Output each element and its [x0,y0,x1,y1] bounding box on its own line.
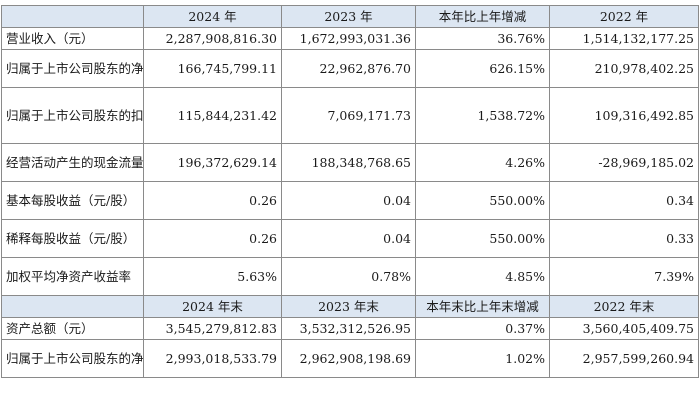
header-cell-2024: 2024 年 [143,5,282,28]
row-label: 营业收入（元） [1,27,144,50]
table-row: 资产总额（元） 3,545,279,812.83 3,532,312,526.9… [1,317,699,340]
cell-2022: 0.33 [549,219,699,258]
header-cell-change: 本年比上年增减 [415,5,550,28]
cell-2022: 210,978,402.25 [549,49,699,88]
header-cell-2022: 2022 年 [549,5,699,28]
cell-2022: 2,957,599,260.94 [549,339,699,378]
header-row-year-end: 2024 年末 2023 年末 本年末比上年末增减 2022 年末 [1,295,699,318]
row-label: 稀释每股收益（元/股） [1,219,144,258]
header-cell-2023-end: 2023 年末 [281,295,416,318]
cell-change: 550.00% [415,181,550,220]
header-row: 2024 年 2023 年 本年比上年增减 2022 年 [1,5,699,28]
header-cell-2023: 2023 年 [281,5,416,28]
row-label: 加权平均净资产收益率 [1,257,144,296]
cell-2022: 3,560,405,409.75 [549,317,699,340]
row-label: 资产总额（元） [1,317,144,340]
cell-2022: 109,316,492.85 [549,87,699,144]
cell-2023: 3,532,312,526.95 [281,317,416,340]
cell-change: 36.76% [415,27,550,50]
cell-2022: 7.39% [549,257,699,296]
cell-2023: 22,962,876.70 [281,49,416,88]
cell-2024: 3,545,279,812.83 [143,317,282,340]
cell-2024: 115,844,231.42 [143,87,282,144]
cell-change: 1,538.72% [415,87,550,144]
cell-2024: 5.63% [143,257,282,296]
cell-2022: 1,514,132,177.25 [549,27,699,50]
financial-indicators-table: 2024 年 2023 年 本年比上年增减 2022 年 营业收入（元） 2,2… [1,5,699,378]
cell-2024: 2,993,018,533.79 [143,339,282,378]
table-row: 归属于上市公司股东的净利润（元） 166,745,799.11 22,962,8… [1,49,699,88]
header-cell-change-end: 本年末比上年末增减 [415,295,550,318]
row-label: 基本每股收益（元/股） [1,181,144,220]
header-cell-blank [1,295,144,318]
table-row: 营业收入（元） 2,287,908,816.30 1,672,993,031.3… [1,27,699,50]
table-row: 归属于上市公司股东的扣除非经常性损益的净利润（元） 115,844,231.42… [1,87,699,144]
cell-change: 0.37% [415,317,550,340]
cell-2024: 196,372,629.14 [143,143,282,182]
header-cell-blank [1,5,144,28]
cell-2022: -28,969,185.02 [549,143,699,182]
header-cell-2024-end: 2024 年末 [143,295,282,318]
row-label: 归属于上市公司股东的扣除非经常性损益的净利润（元） [1,87,144,144]
cell-2024: 0.26 [143,219,282,258]
cell-change: 550.00% [415,219,550,258]
cell-change: 626.15% [415,49,550,88]
cell-2022: 0.34 [549,181,699,220]
header-cell-2022-end: 2022 年末 [549,295,699,318]
cell-change: 4.85% [415,257,550,296]
cell-change: 4.26% [415,143,550,182]
cell-2023: 188,348,768.65 [281,143,416,182]
table-row: 加权平均净资产收益率 5.63% 0.78% 4.85% 7.39% [1,257,699,296]
row-label: 归属于上市公司股东的净资产（元） [1,339,144,378]
cell-2023: 1,672,993,031.36 [281,27,416,50]
row-label: 经营活动产生的现金流量净额（元） [1,143,144,182]
cell-2024: 0.26 [143,181,282,220]
cell-2024: 166,745,799.11 [143,49,282,88]
cell-2024: 2,287,908,816.30 [143,27,282,50]
table-row: 基本每股收益（元/股） 0.26 0.04 550.00% 0.34 [1,181,699,220]
table-row: 经营活动产生的现金流量净额（元） 196,372,629.14 188,348,… [1,143,699,182]
table-row: 归属于上市公司股东的净资产（元） 2,993,018,533.79 2,962,… [1,339,699,378]
cell-change: 1.02% [415,339,550,378]
cell-2023: 0.04 [281,181,416,220]
cell-2023: 2,962,908,198.69 [281,339,416,378]
cell-2023: 0.78% [281,257,416,296]
cell-2023: 0.04 [281,219,416,258]
table-row: 稀释每股收益（元/股） 0.26 0.04 550.00% 0.33 [1,219,699,258]
row-label: 归属于上市公司股东的净利润（元） [1,49,144,88]
cell-2023: 7,069,171.73 [281,87,416,144]
